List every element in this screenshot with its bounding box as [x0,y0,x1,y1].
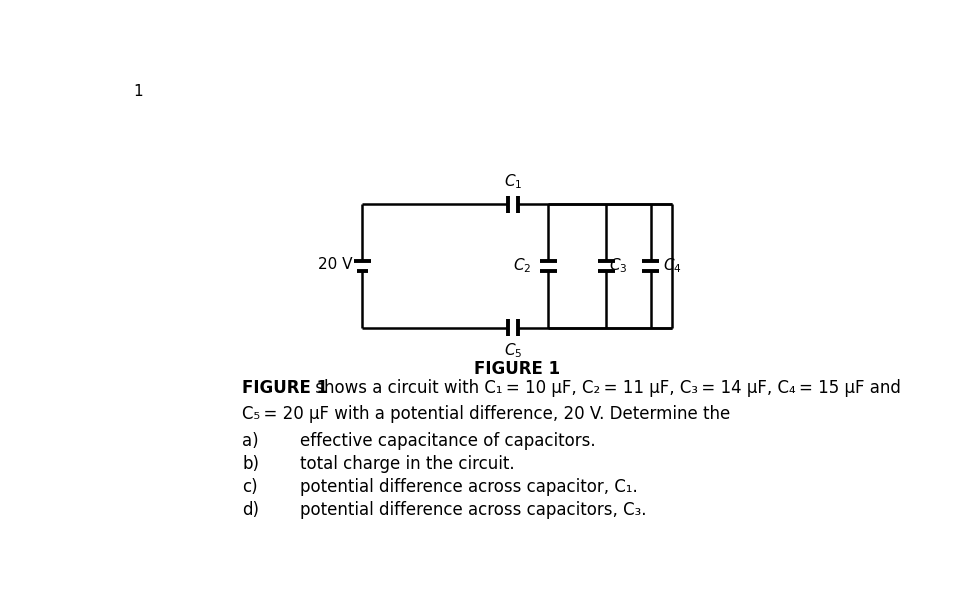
Text: FIGURE 1: FIGURE 1 [242,379,328,397]
Text: c): c) [242,478,258,496]
Text: $C_1$: $C_1$ [505,172,522,190]
Text: $C_4$: $C_4$ [663,256,681,275]
Text: $C_2$: $C_2$ [512,256,531,275]
Text: potential difference across capacitor, C₁.: potential difference across capacitor, C… [301,478,638,496]
Text: potential difference across capacitors, C₃.: potential difference across capacitors, … [301,501,647,519]
Text: 1: 1 [134,84,143,99]
Text: total charge in the circuit.: total charge in the circuit. [301,454,515,473]
Text: C₅ = 20 μF with a potential difference, 20 V. Determine the: C₅ = 20 μF with a potential difference, … [242,405,730,422]
Text: FIGURE 1: FIGURE 1 [474,360,560,378]
Text: b): b) [242,454,259,473]
Text: $C_3$: $C_3$ [609,256,628,275]
Text: 20 V: 20 V [318,257,353,272]
Text: shows a circuit with C₁ = 10 μF, C₂ = 11 μF, C₃ = 14 μF, C₄ = 15 μF and: shows a circuit with C₁ = 10 μF, C₂ = 11… [310,379,901,397]
Text: d): d) [242,501,259,519]
Text: effective capacitance of capacitors.: effective capacitance of capacitors. [301,431,596,450]
Text: a): a) [242,431,259,450]
Text: $C_5$: $C_5$ [505,341,522,360]
